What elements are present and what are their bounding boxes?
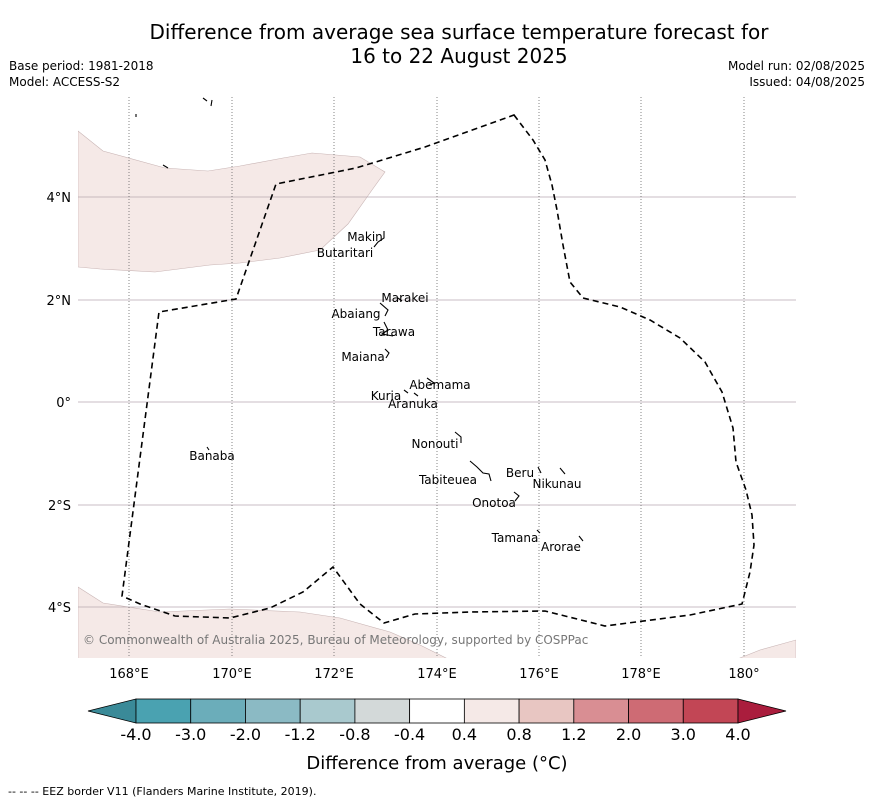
island-label: Kuria xyxy=(371,389,402,403)
lon-label: 176°E xyxy=(519,667,559,682)
title-line-1: Difference from average sea surface temp… xyxy=(149,20,769,44)
colorbar-cell xyxy=(463,698,520,724)
lat-label: 4°S xyxy=(48,601,71,616)
lat-label: 2°N xyxy=(47,294,72,309)
colorbar-cell xyxy=(628,698,684,724)
colorbar-tick-label: 3.0 xyxy=(671,725,696,744)
island-label: Makin xyxy=(347,230,383,244)
colorbar-ticks: -4.0 -3.0 -2.0 -1.2 -0.8 -0.4 0.4 0.8 1.2 2.0 3.0 4… xyxy=(120,725,750,744)
issued-date: Issued: 04/08/2025 xyxy=(749,75,865,89)
colorbar-cell xyxy=(518,698,575,724)
colorbar-extend-high xyxy=(737,698,787,724)
map-area: Makin Butaritari Marakei Abaiang Tarawa … xyxy=(78,97,796,658)
island-label: Nikunau xyxy=(532,477,581,491)
colorbar-tick-label: 2.0 xyxy=(616,725,641,744)
island-label: Tamana xyxy=(491,531,539,545)
colorbar-tick-label: -4.0 xyxy=(120,725,151,744)
island-label: Butaritari xyxy=(317,246,374,260)
colorbar-cell xyxy=(573,698,629,724)
island-label: Beru xyxy=(506,466,534,480)
model-name: Model: ACCESS-S2 xyxy=(9,75,121,89)
anomaly-shading-southeast xyxy=(739,639,796,658)
eez-footnote: -- -- -- EEZ border V11 (Flanders Marine… xyxy=(8,785,317,798)
colorbar-tick-label: -0.8 xyxy=(339,725,370,744)
colorbar-extend-low xyxy=(87,698,137,724)
lat-label: 2°S xyxy=(48,499,71,514)
island-label: Aranuka xyxy=(388,397,438,411)
colorbar-tick-label: -0.4 xyxy=(394,725,425,744)
island-label: Nonouti xyxy=(412,437,459,451)
colorbar-tick-label: 0.4 xyxy=(452,725,477,744)
colorbar-cell xyxy=(190,698,246,724)
lon-label: 172°E xyxy=(314,667,354,682)
island-label: Banaba xyxy=(189,449,235,463)
lon-label: 170°E xyxy=(212,667,252,682)
island-label: Arorae xyxy=(541,540,581,554)
island-label: Maiana xyxy=(341,350,384,364)
colorbar-tick-label: 0.8 xyxy=(506,725,531,744)
island-label: Tarawa xyxy=(372,325,415,339)
anomaly-shading-north xyxy=(78,130,386,273)
lon-label: 174°E xyxy=(417,667,457,682)
colorbar-tick-label: 4.0 xyxy=(725,725,750,744)
coastlines xyxy=(135,97,584,542)
anomaly-shading-southwest xyxy=(78,586,447,658)
map-title: Difference from average sea surface temp… xyxy=(0,20,873,68)
lat-axis-labels: 4°N 2°N 0° 2°S 4°S xyxy=(47,191,72,616)
colorbar-cell xyxy=(682,698,739,724)
island-label: Tabiteuea xyxy=(418,473,477,487)
copyright-notice: © Commonwealth of Australia 2025, Bureau… xyxy=(83,633,588,647)
colorbar-tick-label: 1.2 xyxy=(561,725,586,744)
model-run: Model run: 02/08/2025 xyxy=(727,59,865,73)
colorbar-cells xyxy=(87,698,787,724)
lat-label: 0° xyxy=(56,396,71,411)
island-label: Onotoa xyxy=(472,496,516,510)
lat-label: 4°N xyxy=(47,191,72,206)
colorbar-tick-label: -3.0 xyxy=(175,725,206,744)
colorbar: -4.0 -3.0 -2.0 -1.2 -0.8 -0.4 0.4 0.8 1.2 2.0 3.0 4… xyxy=(87,698,787,774)
island-label: Abaiang xyxy=(331,307,380,321)
lon-label: 178°E xyxy=(621,667,661,682)
lon-grid xyxy=(128,97,745,658)
title-line-2: 16 to 22 August 2025 xyxy=(350,44,568,68)
colorbar-cell xyxy=(299,698,356,724)
colorbar-tick-label: -2.0 xyxy=(230,725,261,744)
lon-label: 180° xyxy=(728,667,759,682)
island-label: Marakei xyxy=(381,291,428,305)
meta-right: Model run: 02/08/2025 Issued: 04/08/2025 xyxy=(728,58,865,90)
lon-label: 168°E xyxy=(109,667,149,682)
colorbar-tick-label: -1.2 xyxy=(285,725,316,744)
colorbar-cell xyxy=(135,698,192,724)
colorbar-cell xyxy=(409,698,465,724)
base-period: Base period: 1981-2018 xyxy=(9,59,154,73)
meta-left: Base period: 1981-2018 Model: ACCESS-S2 xyxy=(9,58,154,90)
lon-axis-labels: 168°E 170°E 172°E 174°E 176°E 178°E 180° xyxy=(109,667,759,682)
island-labels: Makin Butaritari Marakei Abaiang Tarawa … xyxy=(189,230,581,554)
colorbar-cell xyxy=(245,698,301,724)
island-label: Abemama xyxy=(409,378,470,392)
colorbar-cell xyxy=(354,698,411,724)
colorbar-label: Difference from average (°C) xyxy=(306,753,567,774)
eez-border xyxy=(121,114,755,627)
